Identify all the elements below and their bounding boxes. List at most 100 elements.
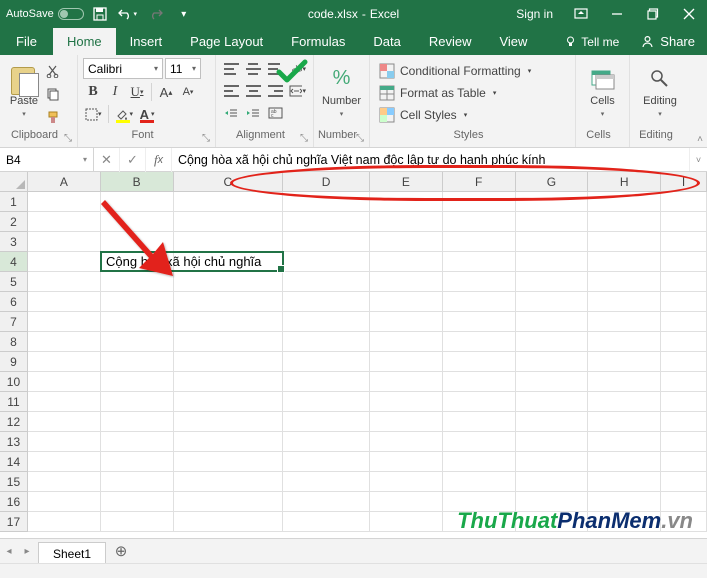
cell-b15[interactable] (101, 472, 174, 492)
cell-d6[interactable] (283, 292, 370, 312)
cell-i15[interactable] (661, 472, 707, 492)
row-header-16[interactable]: 16 (0, 492, 28, 512)
close-button[interactable] (671, 0, 707, 28)
underline-button[interactable]: U▾ (127, 81, 147, 103)
row-header-9[interactable]: 9 (0, 352, 28, 372)
alignment-launcher[interactable]: ⤡ (300, 133, 311, 144)
merge-center-button[interactable]: ▾ (287, 80, 308, 102)
cell-f9[interactable] (443, 352, 516, 372)
decrease-indent-button[interactable] (221, 102, 241, 124)
cell-h1[interactable] (588, 192, 661, 212)
col-header-b[interactable]: B (101, 172, 174, 192)
align-top-button[interactable] (221, 58, 241, 80)
cell-a2[interactable] (28, 212, 101, 232)
cell-a8[interactable] (28, 332, 101, 352)
align-left-button[interactable] (221, 80, 241, 102)
cell-d5[interactable] (283, 272, 370, 292)
bold-button[interactable]: B (83, 81, 103, 103)
cell-f12[interactable] (443, 412, 516, 432)
paste-button[interactable]: Paste▾ (5, 58, 43, 124)
col-header-a[interactable]: A (28, 172, 101, 192)
row-header-7[interactable]: 7 (0, 312, 28, 332)
align-bottom-button[interactable] (265, 58, 285, 80)
row-header-12[interactable]: 12 (0, 412, 28, 432)
cell-a9[interactable] (28, 352, 101, 372)
cell-h9[interactable] (588, 352, 661, 372)
cell-c17[interactable] (174, 512, 284, 532)
cell-f15[interactable] (443, 472, 516, 492)
restore-button[interactable] (635, 0, 671, 28)
cell-f13[interactable] (443, 432, 516, 452)
cell-c13[interactable] (174, 432, 284, 452)
row-header-10[interactable]: 10 (0, 372, 28, 392)
cell-c11[interactable] (174, 392, 284, 412)
cell-f8[interactable] (443, 332, 516, 352)
cell-c9[interactable] (174, 352, 284, 372)
cell-c5[interactable] (174, 272, 284, 292)
cell-i11[interactable] (661, 392, 707, 412)
cell-a12[interactable] (28, 412, 101, 432)
tab-review[interactable]: Review (415, 28, 486, 55)
cell-c3[interactable] (174, 232, 284, 252)
cell-c6[interactable] (174, 292, 284, 312)
cell-e16[interactable] (370, 492, 443, 512)
wrap-text-button[interactable]: abc (265, 102, 285, 124)
undo-button[interactable]: ▾ (116, 2, 140, 26)
cell-e8[interactable] (370, 332, 443, 352)
row-header-14[interactable]: 14 (0, 452, 28, 472)
col-header-e[interactable]: E (370, 172, 443, 192)
cell-e5[interactable] (370, 272, 443, 292)
cell-g13[interactable] (516, 432, 589, 452)
cell-a1[interactable] (28, 192, 101, 212)
expand-formula-bar-button[interactable]: ˅ (689, 148, 707, 171)
qat-customize-button[interactable]: ▾ (172, 2, 196, 26)
font-color-button[interactable]: A▾ (137, 103, 157, 125)
cell-b17[interactable] (101, 512, 174, 532)
cell-c15[interactable] (174, 472, 284, 492)
cell-c10[interactable] (174, 372, 284, 392)
cell-d3[interactable] (283, 232, 370, 252)
cell-f11[interactable] (443, 392, 516, 412)
minimize-button[interactable] (599, 0, 635, 28)
cell-g14[interactable] (516, 452, 589, 472)
cell-g7[interactable] (516, 312, 589, 332)
new-sheet-button[interactable]: ⊕ (110, 540, 132, 562)
cell-b1[interactable] (101, 192, 174, 212)
cell-d14[interactable] (283, 452, 370, 472)
cell-i8[interactable] (661, 332, 707, 352)
cell-i6[interactable] (661, 292, 707, 312)
cell-f2[interactable] (443, 212, 516, 232)
cell-g3[interactable] (516, 232, 589, 252)
cell-d7[interactable] (283, 312, 370, 332)
cell-h2[interactable] (588, 212, 661, 232)
tab-formulas[interactable]: Formulas (277, 28, 359, 55)
conditional-formatting-button[interactable]: Conditional Formatting▾ (375, 60, 570, 82)
font-name-combo[interactable]: Calibri▾ (83, 58, 163, 79)
cell-g10[interactable] (516, 372, 589, 392)
cell-i5[interactable] (661, 272, 707, 292)
name-box[interactable]: B4 ▾ (0, 148, 94, 171)
font-launcher[interactable]: ⤡ (202, 133, 213, 144)
cell-i12[interactable] (661, 412, 707, 432)
increase-font-button[interactable]: A▴ (156, 81, 176, 103)
cell-styles-button[interactable]: Cell Styles▾ (375, 104, 570, 126)
row-header-11[interactable]: 11 (0, 392, 28, 412)
cell-e3[interactable] (370, 232, 443, 252)
cell-d12[interactable] (283, 412, 370, 432)
cell-b2[interactable] (101, 212, 174, 232)
cell-g4[interactable] (516, 252, 589, 272)
cell-a10[interactable] (28, 372, 101, 392)
cell-f10[interactable] (443, 372, 516, 392)
cell-b14[interactable] (101, 452, 174, 472)
col-header-g[interactable]: G (516, 172, 589, 192)
tab-insert[interactable]: Insert (116, 28, 177, 55)
col-header-i[interactable]: I (661, 172, 707, 192)
worksheet-grid[interactable]: ABCDEFGHI 1234567891011121314151617 Cộng… (0, 172, 707, 538)
cell-c8[interactable] (174, 332, 284, 352)
cell-e7[interactable] (370, 312, 443, 332)
cell-e14[interactable] (370, 452, 443, 472)
format-painter-button[interactable] (43, 106, 63, 128)
cell-e4[interactable] (370, 252, 443, 272)
row-header-3[interactable]: 3 (0, 232, 28, 252)
cell-d16[interactable] (283, 492, 370, 512)
